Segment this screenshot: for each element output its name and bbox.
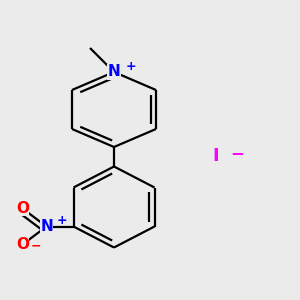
Text: N: N: [108, 64, 120, 80]
Text: −: −: [230, 144, 244, 162]
Text: +: +: [56, 214, 67, 227]
Text: N: N: [40, 219, 53, 234]
Text: O: O: [16, 201, 29, 216]
Text: +: +: [125, 59, 136, 73]
Text: I: I: [213, 147, 219, 165]
Text: −: −: [31, 239, 41, 253]
Text: O: O: [16, 237, 29, 252]
